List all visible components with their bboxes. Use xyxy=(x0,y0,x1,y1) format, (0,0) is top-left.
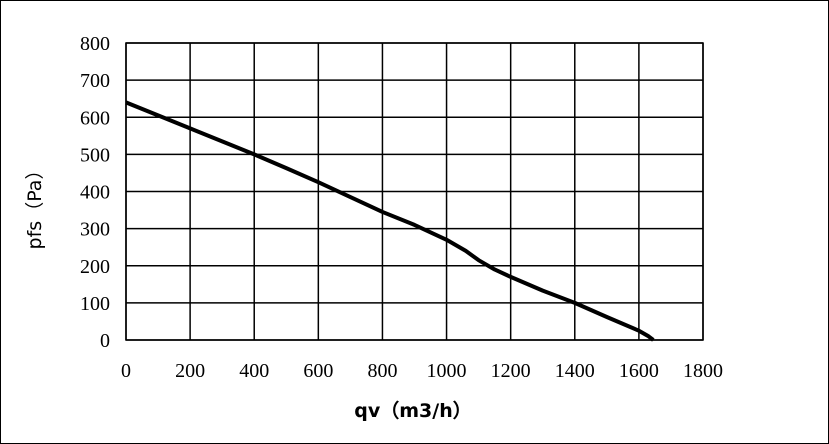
plot-border xyxy=(125,42,704,341)
y-tick-label: 600 xyxy=(80,107,110,129)
x-axis-label: qv（m3/h） xyxy=(354,399,471,422)
x-tick-label: 200 xyxy=(175,360,205,382)
grid xyxy=(125,42,704,341)
x-tick-label: 400 xyxy=(239,360,269,382)
y-tick-label: 100 xyxy=(80,293,110,315)
y-tick-label: 800 xyxy=(80,33,110,55)
x-tick-label: 1800 xyxy=(683,360,723,382)
x-tick-label: 1600 xyxy=(619,360,659,382)
plot-area xyxy=(125,100,655,342)
y-tick-label: 300 xyxy=(80,219,110,241)
y-axis-label: pfs（Pa） xyxy=(24,161,46,250)
x-tick-label: 0 xyxy=(121,360,131,382)
tick-labels: 0 200 400 600 800 1000 1200 1400 1600 1800 0 100 200… xyxy=(80,33,723,382)
x-tick-label: 1400 xyxy=(555,360,595,382)
x-tick-label: 800 xyxy=(367,360,397,382)
y-tick-label: 200 xyxy=(80,256,110,278)
x-tick-label: 1000 xyxy=(427,360,467,382)
y-tick-label: 0 xyxy=(100,330,110,352)
y-tick-label: 500 xyxy=(80,144,110,166)
y-tick-label: 400 xyxy=(80,182,110,204)
x-tick-label: 1200 xyxy=(491,360,531,382)
y-tick-label: 700 xyxy=(80,70,110,92)
x-tick-label: 600 xyxy=(303,360,333,382)
series-line xyxy=(125,100,655,342)
